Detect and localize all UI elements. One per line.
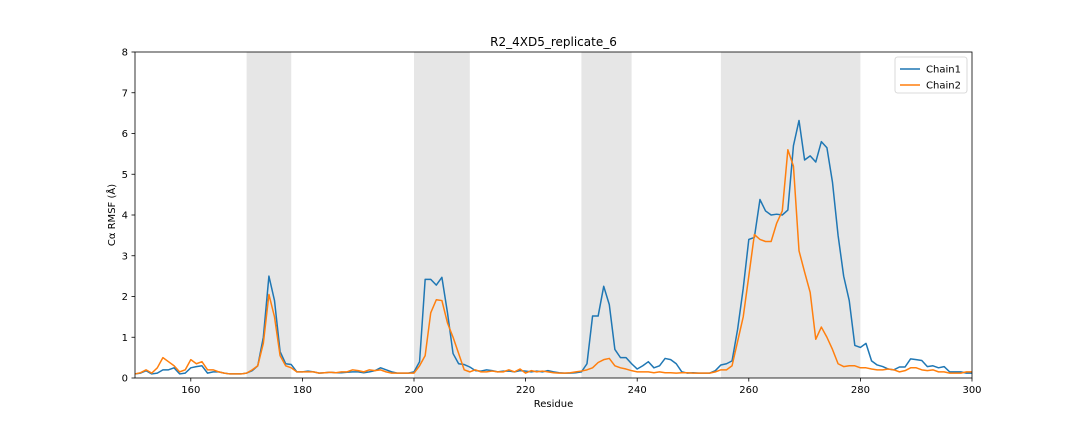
series-line-chain1 [134,119,972,375]
x-axis-label: Residue [534,399,573,410]
shaded-regions [246,52,861,378]
y-axis-label: Cα RMSF (Å) [105,184,118,246]
x-tick-label: 300 [962,385,981,396]
y-tick-label: 2 [122,292,128,303]
legend-box [894,56,968,94]
x-tick-label: 160 [181,385,200,396]
x-tick-label: 180 [293,385,312,396]
x-tick-label: 220 [516,385,535,396]
legend: Chain1 Chain2 [894,56,968,94]
y-tick-label: 5 [122,170,128,181]
shaded-region-3 [581,52,632,378]
y-tick-label: 7 [122,88,128,99]
x-tick-label: 200 [404,385,423,396]
y-tick-label: 0 [122,374,128,385]
chart-title: R2_4XD5_replicate_6 [490,35,617,49]
legend-label-chain2: Chain2 [926,81,961,92]
series-lines [134,119,972,375]
y-tick-label: 6 [122,129,128,140]
shaded-region-2 [414,52,470,378]
x-tick-label: 260 [739,385,758,396]
y-tick-label: 1 [122,333,128,344]
y-axis-ticks: 0 1 2 3 4 5 6 7 8 [122,48,135,385]
x-axis-ticks: 160 180 200 220 240 260 280 300 [181,378,982,396]
shaded-region-1 [246,52,292,378]
x-tick-label: 280 [851,385,870,396]
shaded-region-4 [720,52,861,378]
legend-label-chain1: Chain1 [926,65,961,76]
y-tick-label: 8 [122,48,128,59]
y-tick-label: 3 [122,251,128,262]
series-line-chain2 [134,149,972,375]
y-tick-label: 4 [122,211,128,222]
x-tick-label: 240 [628,385,647,396]
